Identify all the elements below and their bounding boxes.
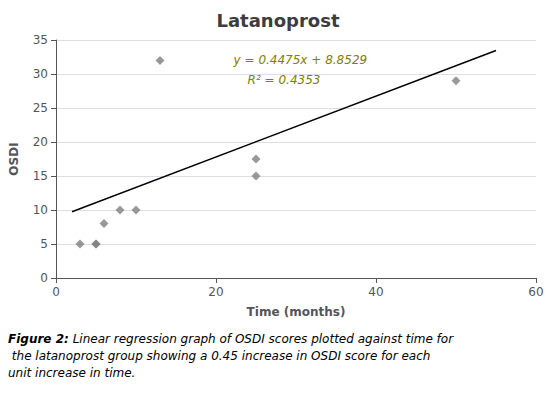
svg-text:20: 20 [33, 135, 48, 149]
svg-text:OSDI: OSDI [7, 142, 21, 175]
svg-text:Time (months): Time (months) [247, 305, 346, 319]
svg-text:30: 30 [33, 67, 48, 81]
svg-text:10: 10 [33, 203, 48, 217]
svg-text:5: 5 [40, 237, 48, 251]
svg-text:0: 0 [52, 285, 60, 299]
svg-text:60: 60 [528, 285, 543, 299]
svg-text:25: 25 [33, 101, 48, 115]
svg-text:15: 15 [33, 169, 48, 183]
svg-text:Linear regression graph of OSD: Linear regression graph of OSDI scores p… [69, 332, 454, 346]
svg-text:0: 0 [40, 271, 48, 285]
svg-text:the latanoprost group showing: the latanoprost group showing a 0.45 inc… [8, 349, 434, 363]
svg-text:y = 0.4475x + 8.8529: y = 0.4475x + 8.8529 [233, 53, 368, 67]
svg-text:35: 35 [33, 33, 48, 47]
svg-text:Latanoprost: Latanoprost [217, 10, 340, 31]
svg-text:unit increase in time.: unit increase in time. [8, 366, 135, 380]
svg-text:Figure 2:: Figure 2: [8, 332, 69, 346]
svg-text:R² = 0.4353: R² = 0.4353 [248, 73, 321, 87]
svg-text:40: 40 [368, 285, 383, 299]
svg-text:20: 20 [208, 285, 223, 299]
